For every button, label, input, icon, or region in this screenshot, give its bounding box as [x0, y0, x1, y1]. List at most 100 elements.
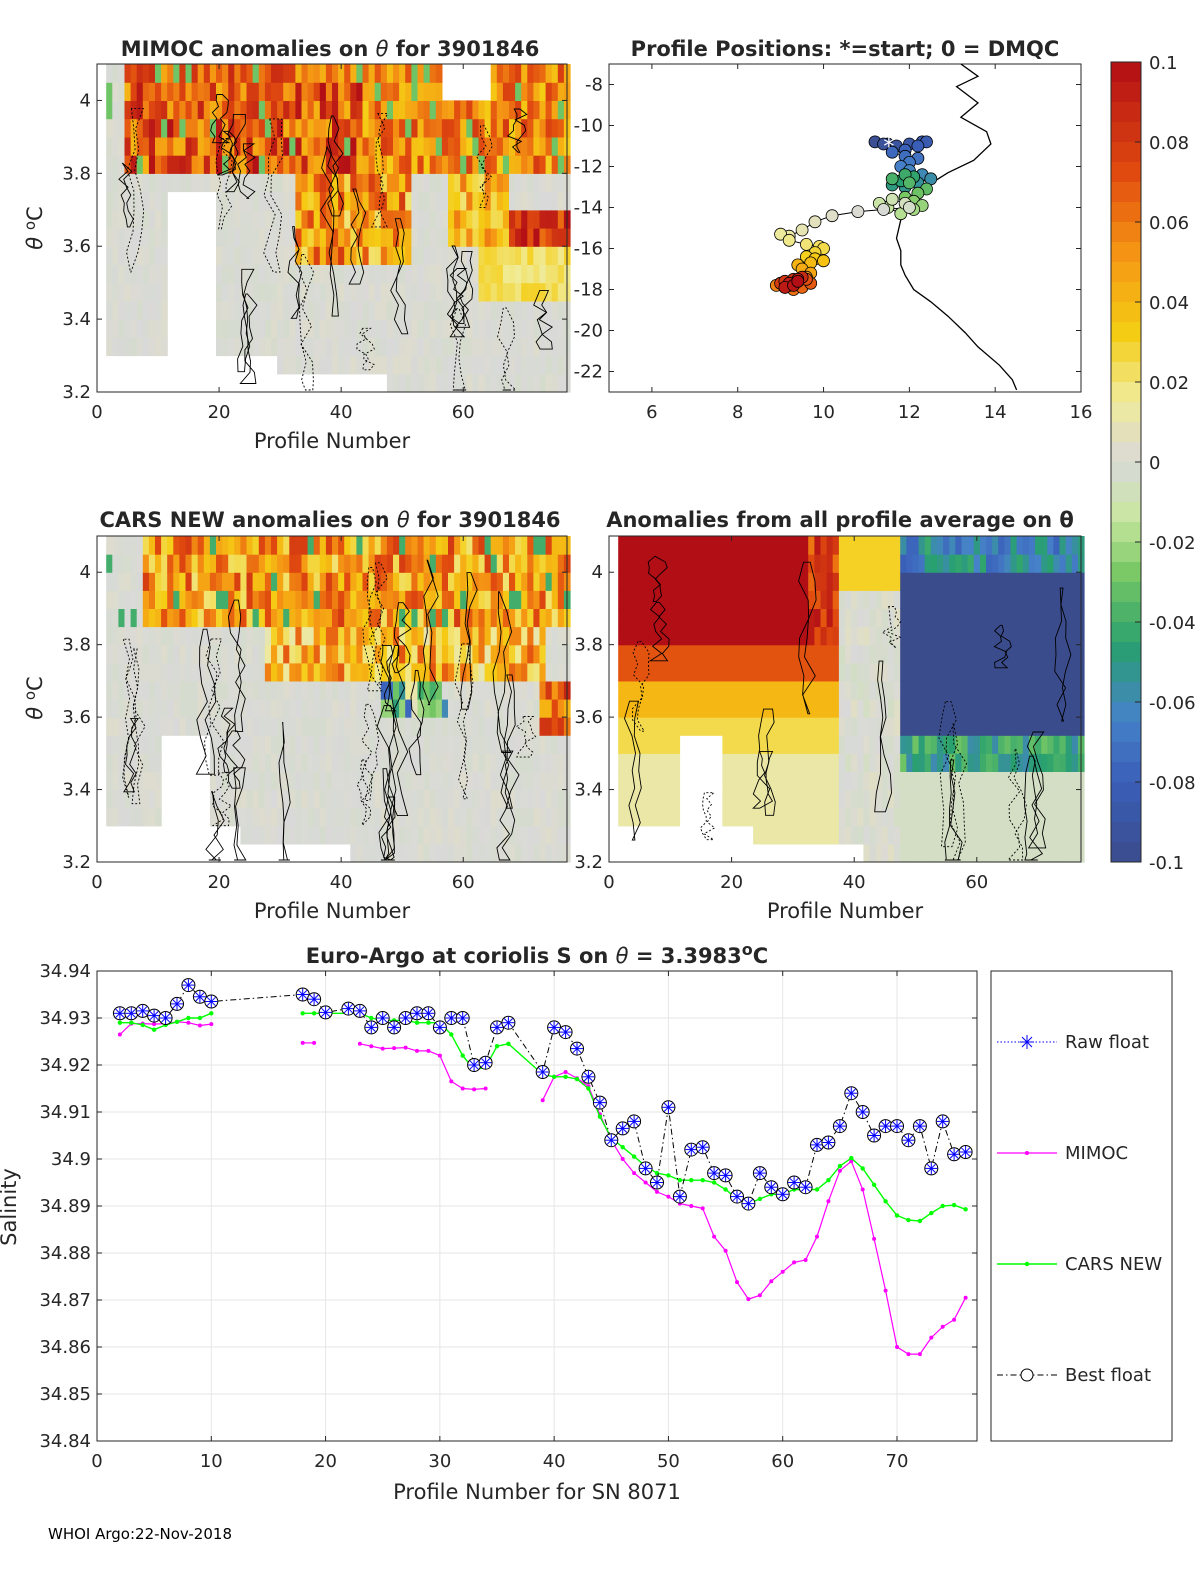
heat-cell — [863, 644, 871, 664]
heat-cell — [411, 264, 419, 284]
heat-cell — [460, 209, 467, 229]
heat-cell — [319, 155, 327, 174]
heat-cell — [716, 644, 723, 664]
heat-cell — [624, 680, 631, 700]
heat-cell — [545, 807, 553, 827]
heat-cell — [771, 626, 779, 646]
contour-line — [422, 559, 439, 706]
heat-cell — [167, 82, 174, 101]
heat-cell — [521, 825, 528, 845]
heat-cell — [551, 373, 559, 393]
heat-cell — [301, 662, 309, 682]
cars-point — [940, 1203, 945, 1209]
heat-cell — [295, 536, 303, 555]
heat-cell — [478, 735, 486, 754]
heat-cell — [918, 662, 926, 682]
heat-cell — [283, 735, 290, 754]
heat-cell — [894, 680, 901, 700]
heat-cell — [197, 136, 205, 156]
heat-cell — [527, 228, 534, 247]
heat-cell — [423, 246, 431, 265]
heat-cell — [515, 319, 522, 338]
heat-cell — [228, 717, 235, 736]
heat-cell — [1065, 680, 1073, 700]
heat-cell — [618, 753, 625, 772]
heat-cell — [124, 662, 132, 682]
heat-cell — [472, 118, 480, 138]
heat-cell — [460, 337, 467, 357]
heat-cell — [490, 590, 498, 609]
heat-cell — [857, 626, 864, 646]
heat-cell — [234, 173, 241, 193]
heat-cell — [216, 717, 223, 736]
heat-cell — [551, 662, 559, 682]
heat-cell — [435, 626, 443, 646]
heat-cell — [240, 209, 248, 229]
heat-cell — [234, 136, 241, 156]
heat-cell — [527, 209, 534, 229]
heat-cell — [509, 699, 516, 718]
heat-cell — [1035, 572, 1042, 591]
heat-cell — [509, 735, 516, 754]
raw-float-marker — [308, 993, 321, 1006]
heat-cell — [545, 246, 553, 265]
raw-float-marker — [868, 1129, 881, 1142]
heat-cell — [386, 136, 394, 156]
heat-cell — [802, 825, 809, 845]
heat-cell — [393, 209, 400, 229]
heat-cell — [912, 572, 920, 591]
heat-cell — [185, 536, 193, 555]
heat-cell — [869, 644, 877, 664]
heat-cell — [209, 155, 217, 174]
heat-cell — [900, 717, 907, 736]
heat-cell — [264, 789, 272, 809]
heat-cell — [472, 608, 480, 628]
heat-cell — [955, 536, 962, 555]
heat-cell — [148, 228, 156, 247]
heat-cell — [918, 680, 926, 700]
heat-cell — [478, 173, 486, 193]
heat-cell — [808, 572, 815, 591]
heat-cell — [930, 626, 938, 646]
heat-cell — [368, 300, 376, 320]
heat-cell — [973, 680, 981, 700]
heat-cell — [435, 355, 443, 375]
heat-cell — [405, 717, 412, 736]
heat-cell — [460, 554, 467, 573]
heat-cell — [118, 64, 126, 83]
heat-cell — [301, 300, 309, 320]
raw-float-marker — [559, 1026, 572, 1039]
heat-cell — [356, 680, 364, 700]
heat-cell — [1028, 590, 1036, 609]
heat-cell — [796, 735, 803, 754]
cars-point — [586, 1086, 591, 1091]
heat-cell — [478, 590, 486, 609]
heat-cell — [112, 228, 119, 247]
heat-cell — [551, 644, 559, 664]
heat-cell — [515, 771, 522, 791]
heat-cell — [429, 843, 437, 863]
heat-cell — [234, 807, 241, 827]
heat-cell — [295, 118, 303, 138]
heat-cell — [527, 536, 534, 555]
heat-cell — [380, 136, 388, 156]
heat-cell — [179, 608, 187, 628]
heat-cell — [301, 82, 309, 101]
heat-cell — [618, 771, 625, 791]
heat-cell — [912, 807, 920, 827]
x-tick-label: 20 — [208, 402, 231, 423]
heat-cell — [277, 100, 284, 120]
heat-cell — [881, 662, 889, 682]
colorbar-step — [1111, 262, 1141, 283]
heat-cell — [869, 843, 877, 863]
heat-cell — [624, 662, 631, 682]
heat-cell — [557, 771, 565, 791]
heat-cell — [142, 246, 150, 265]
heat-cell — [472, 807, 480, 827]
heat-cell — [557, 118, 565, 138]
heat-cell — [374, 64, 382, 83]
raw-star-stroke — [561, 1027, 571, 1037]
heat-cell — [943, 789, 950, 809]
heat-cell — [679, 680, 687, 700]
heat-cell — [350, 753, 357, 772]
